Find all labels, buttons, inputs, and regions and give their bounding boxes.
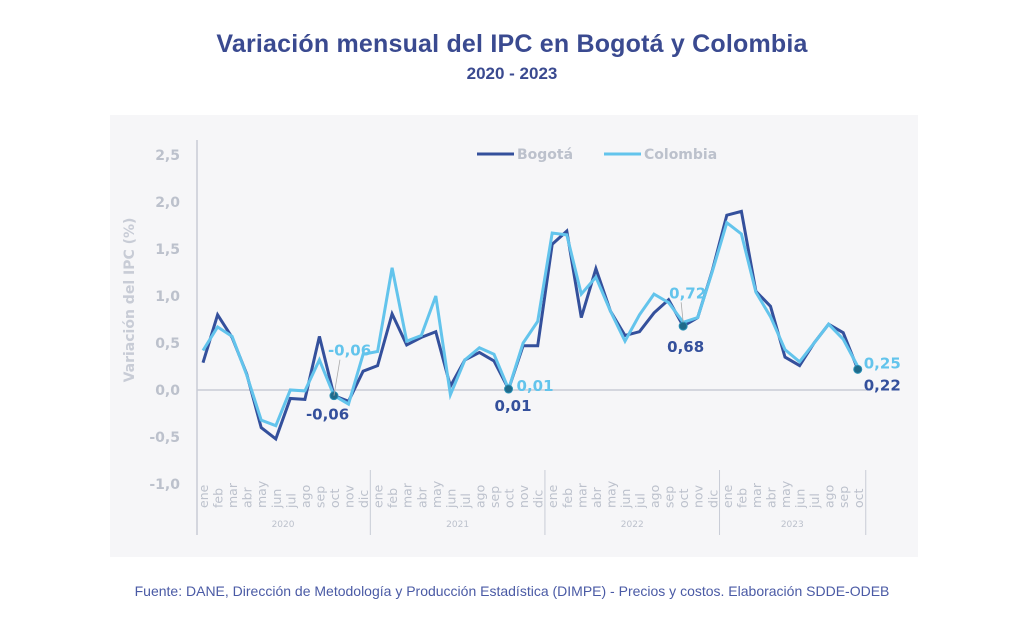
y-tick-label: -0,5 bbox=[149, 430, 180, 446]
annotation-leader bbox=[333, 359, 341, 396]
y-axis-label: Variación del IPC (%) bbox=[122, 218, 138, 383]
year-label: 2020 bbox=[272, 520, 295, 530]
series-lines bbox=[201, 209, 860, 442]
x-tick-label: sep bbox=[487, 486, 502, 508]
x-tick-label: ene bbox=[371, 484, 386, 508]
x-tick-label: may bbox=[778, 480, 793, 508]
x-tick-label: oct bbox=[327, 488, 342, 508]
source-note: Fuente: DANE, Dirección de Metodología y… bbox=[134, 583, 890, 599]
legend: Bogotá Colombia bbox=[477, 147, 717, 163]
x-tick-label: sep bbox=[312, 486, 327, 508]
axes bbox=[196, 140, 868, 535]
x-tick-label: mar bbox=[225, 482, 240, 508]
x-ticks: ene feb mar abr may jun jul ago sep oct nov dic ene f… bbox=[196, 470, 867, 535]
x-tick-label: sep bbox=[836, 486, 851, 508]
highlight-point bbox=[678, 321, 688, 331]
x-tick-label: ago bbox=[472, 485, 487, 508]
data-label-bogota: -0,06 bbox=[306, 406, 349, 424]
x-tick-label: oct bbox=[851, 488, 866, 508]
x-tick-label: nov bbox=[516, 484, 531, 508]
annotation-leader bbox=[680, 302, 684, 323]
x-tick-label: may bbox=[603, 480, 618, 508]
year-label: 2022 bbox=[621, 520, 644, 530]
x-tick-label: abr bbox=[414, 486, 429, 508]
highlight-point bbox=[504, 384, 514, 394]
y-tick-label: 1,0 bbox=[155, 289, 180, 305]
y-tick-label: 0,5 bbox=[155, 336, 180, 352]
x-tick-label: may bbox=[254, 480, 269, 508]
data-label-bogota: 0,22 bbox=[864, 376, 901, 394]
x-tick-label: nov bbox=[342, 484, 357, 508]
y-ticks: 2,5 2,0 1,5 1,0 0,5 0,0 -0,5 -1,0 bbox=[149, 148, 180, 493]
y-tick-label: 1,5 bbox=[155, 242, 180, 258]
x-tick-label: jul bbox=[458, 493, 473, 509]
x-tick-label: oct bbox=[502, 488, 517, 508]
x-tick-label: abr bbox=[763, 486, 778, 508]
chart-title: Variación mensual del IPC en Bogotá y Co… bbox=[216, 30, 808, 58]
x-tick-label: ago bbox=[298, 485, 313, 508]
chart-panel bbox=[110, 115, 918, 557]
x-tick-label: ene bbox=[720, 484, 735, 508]
x-tick-label: ago bbox=[647, 485, 662, 508]
series-line-colombia bbox=[201, 220, 860, 428]
y-tick-label: 2,0 bbox=[155, 195, 180, 211]
x-tick-label: jun bbox=[793, 489, 808, 509]
x-tick-label: abr bbox=[589, 486, 604, 508]
x-tick-label: jul bbox=[633, 493, 648, 509]
x-tick-label: mar bbox=[574, 482, 589, 508]
x-tick-label: may bbox=[429, 480, 444, 508]
data-label-bogota: 0,01 bbox=[495, 397, 532, 415]
x-tick-label: ago bbox=[822, 485, 837, 508]
x-tick-label: feb bbox=[385, 488, 400, 508]
y-tick-label: -1,0 bbox=[149, 477, 180, 493]
annotations: -0,06 -0,06 0,01 0,01 0,68 0,72 0,22 0,25 bbox=[306, 284, 901, 423]
x-tick-label: feb bbox=[734, 488, 749, 508]
data-label-colombia: 0,01 bbox=[517, 377, 554, 395]
x-tick-label: dic bbox=[705, 490, 720, 508]
y-tick-label: 0,0 bbox=[155, 383, 180, 399]
data-label-colombia: 0,25 bbox=[864, 355, 901, 373]
chart-subtitle: 2020 - 2023 bbox=[466, 64, 558, 83]
year-label: 2023 bbox=[781, 520, 804, 530]
x-tick-label: ene bbox=[196, 484, 211, 508]
x-tick-label: jul bbox=[807, 493, 822, 509]
x-tick-label: ene bbox=[545, 484, 560, 508]
x-tick-label: jun bbox=[618, 489, 633, 509]
x-tick-label: jun bbox=[443, 489, 458, 509]
x-tick-label: jun bbox=[269, 489, 284, 509]
x-tick-label: oct bbox=[676, 488, 691, 508]
y-axis-label-group: Variación del IPC (%) bbox=[122, 218, 138, 383]
legend-label-colombia: Colombia bbox=[644, 147, 717, 163]
x-tick-label: dic bbox=[356, 490, 371, 508]
x-tick-label: nov bbox=[691, 484, 706, 508]
x-tick-label: mar bbox=[749, 482, 764, 508]
x-tick-label: sep bbox=[662, 486, 677, 508]
x-tick-label: jul bbox=[283, 493, 298, 509]
legend-label-bogota: Bogotá bbox=[517, 147, 573, 163]
x-tick-label: abr bbox=[240, 486, 255, 508]
data-label-colombia: -0,06 bbox=[328, 342, 371, 360]
x-tick-label: feb bbox=[211, 488, 226, 508]
year-label: 2021 bbox=[446, 520, 469, 530]
data-label-colombia: 0,72 bbox=[669, 284, 706, 302]
x-tick-label: feb bbox=[560, 488, 575, 508]
highlight-point bbox=[853, 364, 863, 374]
series-line-bogota bbox=[201, 209, 860, 442]
x-tick-label: dic bbox=[531, 490, 546, 508]
data-label-bogota: 0,68 bbox=[667, 338, 704, 356]
x-tick-label: mar bbox=[400, 482, 415, 508]
y-tick-label: 2,5 bbox=[155, 148, 180, 164]
